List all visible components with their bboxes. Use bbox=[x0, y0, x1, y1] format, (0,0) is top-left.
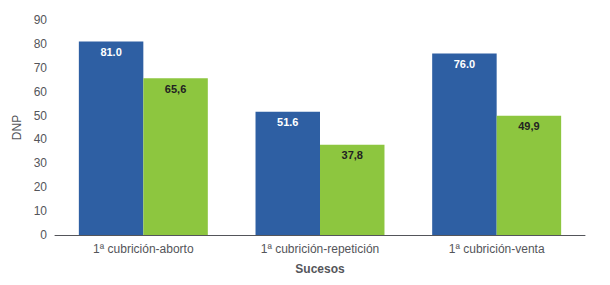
svg-text:37,8: 37,8 bbox=[342, 149, 363, 161]
svg-text:50: 50 bbox=[34, 109, 48, 123]
svg-text:65,6: 65,6 bbox=[165, 83, 186, 95]
svg-text:Sucesos: Sucesos bbox=[295, 262, 345, 276]
svg-text:70: 70 bbox=[34, 61, 48, 75]
svg-text:DNP: DNP bbox=[10, 115, 24, 140]
svg-text:1ª cubrición-repetición: 1ª cubrición-repetición bbox=[261, 242, 380, 256]
svg-text:80: 80 bbox=[34, 37, 48, 51]
svg-text:1ª cubrición-venta: 1ª cubrición-venta bbox=[449, 242, 545, 256]
svg-text:1ª cubrición-aborto: 1ª cubrición-aborto bbox=[93, 242, 194, 256]
svg-text:10: 10 bbox=[34, 204, 48, 218]
svg-text:60: 60 bbox=[34, 85, 48, 99]
svg-text:30: 30 bbox=[34, 156, 48, 170]
svg-text:0: 0 bbox=[40, 228, 47, 242]
svg-text:76.0: 76.0 bbox=[454, 58, 475, 70]
svg-text:49,9: 49,9 bbox=[518, 120, 539, 132]
svg-text:90: 90 bbox=[34, 13, 48, 27]
svg-text:81.0: 81.0 bbox=[100, 46, 121, 58]
svg-text:40: 40 bbox=[34, 132, 48, 146]
svg-text:51.6: 51.6 bbox=[277, 116, 298, 128]
svg-text:20: 20 bbox=[34, 180, 48, 194]
